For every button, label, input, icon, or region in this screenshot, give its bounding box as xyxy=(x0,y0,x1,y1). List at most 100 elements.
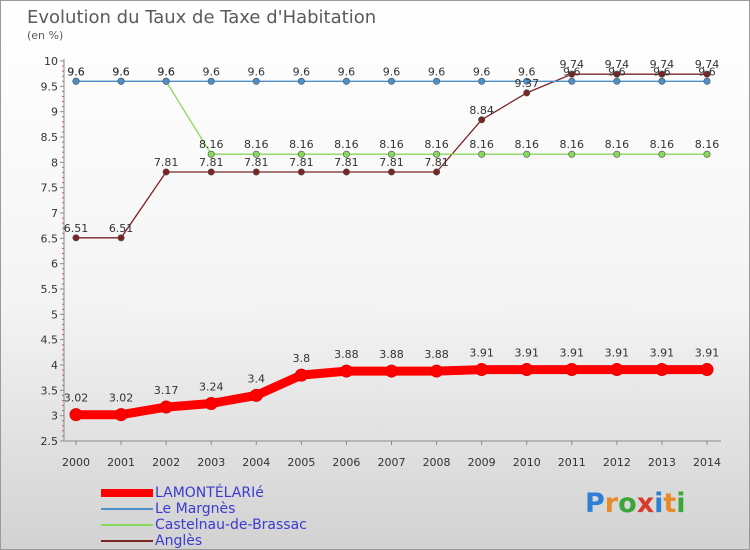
data-point-le-margnes xyxy=(117,77,125,85)
data-label-le-margnes: 9.6 xyxy=(518,65,536,78)
x-tick-label: 2008 xyxy=(423,456,451,469)
data-point-lamontelarie xyxy=(430,364,444,378)
logo-letter: t xyxy=(663,488,677,519)
data-point-castelnau xyxy=(478,150,486,158)
y-tick-label: 7.5 xyxy=(41,182,59,195)
data-label-lamontelarie: 3.91 xyxy=(605,347,630,360)
x-tick-label: 2001 xyxy=(107,456,135,469)
data-label-le-margnes: 9.6 xyxy=(202,65,220,78)
data-point-castelnau xyxy=(252,150,260,158)
data-label-angles: 6.51 xyxy=(64,222,89,235)
data-label-angles: 8.84 xyxy=(469,104,494,117)
data-point-castelnau xyxy=(207,150,215,158)
data-point-angles xyxy=(523,89,531,97)
chart-axes: 2.5 3 3.5 4 4.5 5 5.5 6 6.5 7 7.5 8 8.5 9 9.5 10 2000 200… xyxy=(41,55,721,469)
data-label-castelnau: 9.6 xyxy=(67,65,85,78)
data-point-angles xyxy=(342,168,350,176)
data-label-castelnau: 8.16 xyxy=(379,138,404,151)
data-label-castelnau: 8.16 xyxy=(334,138,359,151)
data-label-le-margnes: 9.6 xyxy=(248,65,266,78)
x-tick-label: 2002 xyxy=(152,456,180,469)
data-point-le-margnes xyxy=(342,77,350,85)
data-label-lamontelarie: 3.4 xyxy=(248,372,266,385)
chart-title: Evolution du Taux de Taxe d'Habitation xyxy=(27,7,377,28)
y-tick-label: 8.5 xyxy=(41,131,59,144)
data-point-angles xyxy=(568,70,576,78)
data-label-le-margnes: 9.6 xyxy=(698,65,716,78)
y-tick-label: 3 xyxy=(51,410,58,423)
legend-label-le-margnes: Le Margnès xyxy=(155,501,236,517)
data-point-le-margnes xyxy=(523,77,531,85)
data-point-angles xyxy=(433,168,441,176)
data-point-lamontelarie xyxy=(339,364,353,378)
data-point-angles xyxy=(387,168,395,176)
data-point-le-margnes xyxy=(252,77,260,85)
data-label-angles: 7.81 xyxy=(154,156,179,169)
logo-letter: x xyxy=(636,488,655,519)
legend-item-castelnau: Castelnau-de-Brassac xyxy=(101,517,361,533)
data-label-lamontelarie: 3.91 xyxy=(650,347,675,360)
x-tick-label: 2009 xyxy=(468,456,496,469)
data-point-lamontelarie xyxy=(114,408,128,422)
data-point-angles xyxy=(297,168,305,176)
data-label-lamontelarie: 3.02 xyxy=(109,392,134,405)
data-point-le-margnes xyxy=(297,77,305,85)
legend-label-lamontelarie: LAMONTÉLARIé xyxy=(155,485,264,501)
x-tick-label: 2010 xyxy=(513,456,541,469)
data-point-le-margnes xyxy=(387,77,395,85)
legend-swatch-angles xyxy=(101,540,153,542)
data-label-lamontelarie: 3.88 xyxy=(334,348,359,361)
y-tick-label: 3.5 xyxy=(41,384,59,397)
x-tick-label: 2013 xyxy=(648,456,676,469)
data-point-lamontelarie xyxy=(294,368,308,382)
data-point-angles xyxy=(162,168,170,176)
data-label-le-margnes: 9.6 xyxy=(428,65,446,78)
data-point-angles xyxy=(658,70,666,78)
data-label-castelnau: 8.16 xyxy=(650,138,675,151)
data-label-le-margnes: 9.6 xyxy=(473,65,491,78)
data-label-le-margnes: 9.6 xyxy=(608,65,626,78)
data-labels: 6.51 6.51 7.81 7.81 7.81 7.81 7.81 7.81 7.81 8.84… xyxy=(64,58,720,404)
data-label-angles: 7.81 xyxy=(424,156,449,169)
series-points xyxy=(69,70,714,422)
data-label-castelnau: 8.16 xyxy=(199,138,224,151)
data-point-angles xyxy=(207,168,215,176)
legend-label-angles: Anglès xyxy=(155,533,203,549)
chart-legend: LAMONTÉLARIé Le Margnès Castelnau-de-Bra… xyxy=(101,485,361,549)
data-point-castelnau xyxy=(523,150,531,158)
data-point-lamontelarie xyxy=(204,397,218,411)
y-tick-label: 4.5 xyxy=(41,334,59,347)
y-tick-label: 2.5 xyxy=(41,435,59,448)
data-label-le-margnes: 9.6 xyxy=(383,65,401,78)
data-point-castelnau xyxy=(297,150,305,158)
data-label-angles: 9.74 xyxy=(605,58,630,71)
y-tick-label: 9 xyxy=(51,106,58,119)
data-label-angles: 6.51 xyxy=(109,222,134,235)
data-point-lamontelarie xyxy=(565,363,579,377)
data-point-castelnau xyxy=(387,150,395,158)
data-label-lamontelarie: 3.91 xyxy=(560,347,585,360)
data-point-le-margnes xyxy=(478,77,486,85)
x-tick-label: 2007 xyxy=(378,456,406,469)
data-point-le-margnes xyxy=(568,77,576,85)
x-tick-label: 2000 xyxy=(62,456,90,469)
y-tick-label: 8 xyxy=(51,156,58,169)
data-point-angles xyxy=(478,116,486,124)
x-tick-label: 2006 xyxy=(332,456,360,469)
data-point-castelnau xyxy=(433,150,441,158)
data-label-angles: 7.81 xyxy=(334,156,359,169)
logo-letter: r xyxy=(604,488,619,519)
x-tick-label: 2014 xyxy=(693,456,721,469)
legend-swatch-castelnau xyxy=(101,524,153,526)
data-label-le-margnes: 9.6 xyxy=(338,65,356,78)
data-point-le-margnes xyxy=(658,77,666,85)
data-point-lamontelarie xyxy=(249,388,263,402)
data-point-castelnau xyxy=(658,150,666,158)
data-label-le-margnes: 9.6 xyxy=(67,65,85,78)
logo-letter: P xyxy=(585,488,605,519)
y-tick-label: 6.5 xyxy=(41,232,59,245)
series-lines xyxy=(71,73,712,420)
logo-letter: o xyxy=(618,488,637,519)
